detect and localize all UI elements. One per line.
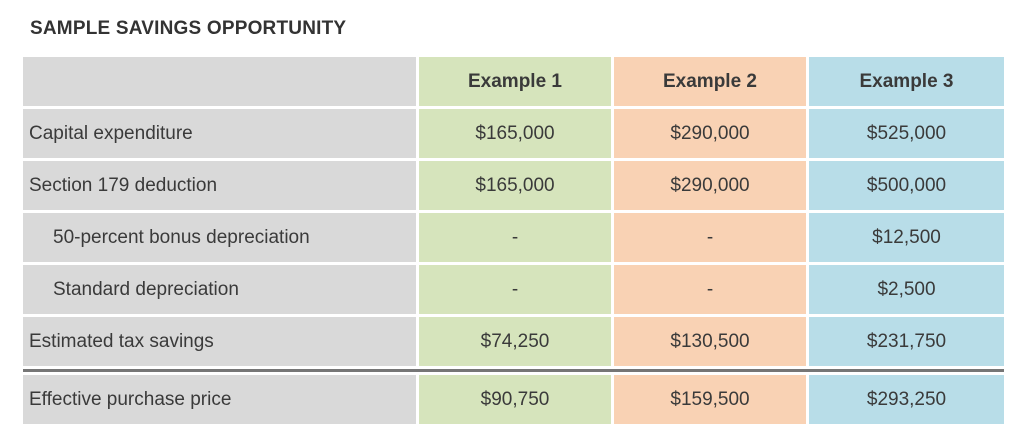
table-cell: $159,500 [614,375,806,424]
savings-table: Example 1 Example 2 Example 3 Capital ex… [20,54,1007,427]
column-header-example-1: Example 1 [419,57,611,106]
table-cell: $74,250 [419,317,611,366]
table-row: Capital expenditure $165,000 $290,000 $5… [23,109,1004,158]
row-label: Estimated tax savings [23,317,416,366]
table-cell: $525,000 [809,109,1004,158]
row-label: 50-percent bonus depreciation [23,213,416,262]
table-cell: $165,000 [419,161,611,210]
row-label: Section 179 deduction [23,161,416,210]
table-cell: $231,750 [809,317,1004,366]
row-label: Standard depreciation [23,265,416,314]
row-label: Capital expenditure [23,109,416,158]
header-row: Example 1 Example 2 Example 3 [23,57,1004,106]
table-row: Standard depreciation - - $2,500 [23,265,1004,314]
table-row: 50-percent bonus depreciation - - $12,50… [23,213,1004,262]
table-cell: $90,750 [419,375,611,424]
table-row: Estimated tax savings $74,250 $130,500 $… [23,317,1004,366]
table-cell: $130,500 [614,317,806,366]
table-row: Section 179 deduction $165,000 $290,000 … [23,161,1004,210]
total-divider [23,369,1004,372]
table-cell: $500,000 [809,161,1004,210]
table-cell: $293,250 [809,375,1004,424]
table-cell: - [614,213,806,262]
table-cell: $290,000 [614,109,806,158]
table-cell: $2,500 [809,265,1004,314]
divider-line [23,369,1004,372]
table-cell: $165,000 [419,109,611,158]
row-label: Effective purchase price [23,375,416,424]
page-title: SAMPLE SAVINGS OPPORTUNITY [30,18,347,39]
table-cell: - [419,213,611,262]
table-row: Effective purchase price $90,750 $159,50… [23,375,1004,424]
column-header-example-3: Example 3 [809,57,1004,106]
table-cell: - [419,265,611,314]
table-cell: - [614,265,806,314]
table-cell: $12,500 [809,213,1004,262]
column-header-example-2: Example 2 [614,57,806,106]
header-blank-cell [23,57,416,106]
table-cell: $290,000 [614,161,806,210]
